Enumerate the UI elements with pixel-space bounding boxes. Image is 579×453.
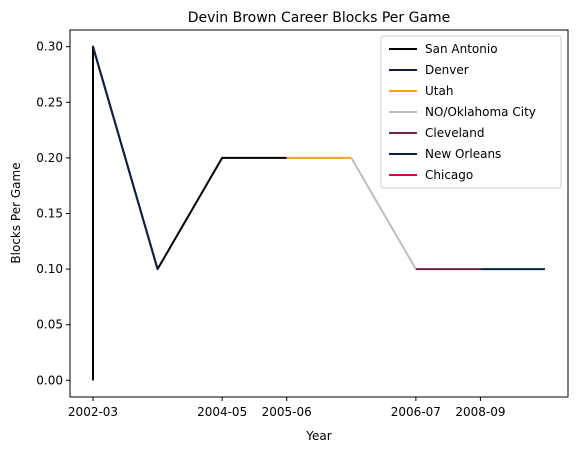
y-tick-label: 0.10	[36, 262, 63, 276]
chart-title: Devin Brown Career Blocks Per Game	[188, 10, 451, 26]
legend-label: NO/Oklahoma City	[425, 105, 536, 119]
y-tick-label: 0.20	[36, 151, 63, 165]
legend-label: New Orleans	[425, 147, 501, 161]
y-tick-label: 0.15	[36, 207, 63, 221]
x-tick-label: 2008-09	[455, 405, 505, 419]
y-axis-label: Blocks Per Game	[9, 162, 23, 263]
x-tick-label: 2005-06	[262, 405, 312, 419]
y-tick-label: 0.00	[36, 373, 63, 387]
legend-label: San Antonio	[425, 42, 498, 56]
series-line-1	[92, 46, 159, 270]
y-tick-label: 0.30	[36, 40, 63, 54]
x-tick-label: 2006-07	[391, 405, 441, 419]
legend: San Antonio Denver Utah NO/Oklahoma City Cle…	[380, 35, 562, 189]
series-line-3	[350, 157, 417, 270]
y-tick-label: 0.05	[36, 318, 63, 332]
plot-lines	[92, 45, 545, 381]
y-tick-label: 0.25	[36, 95, 63, 109]
legend-box	[380, 35, 562, 189]
legend-label: Cleveland	[425, 126, 485, 140]
legend-label: Utah	[425, 84, 453, 98]
legend-label: Denver	[425, 63, 469, 77]
legend-label: Chicago	[425, 168, 473, 182]
x-axis: 2002-03 2004-05 2005-06 2006-07 2008-09	[68, 397, 505, 419]
y-axis: 0.00 0.05 0.10 0.15 0.20 0.25 0.30	[36, 40, 70, 387]
x-tick-label: 2004-05	[197, 405, 247, 419]
x-tick-label: 2002-03	[68, 405, 118, 419]
x-axis-label: Year	[305, 429, 331, 443]
series-line-0	[92, 45, 287, 381]
